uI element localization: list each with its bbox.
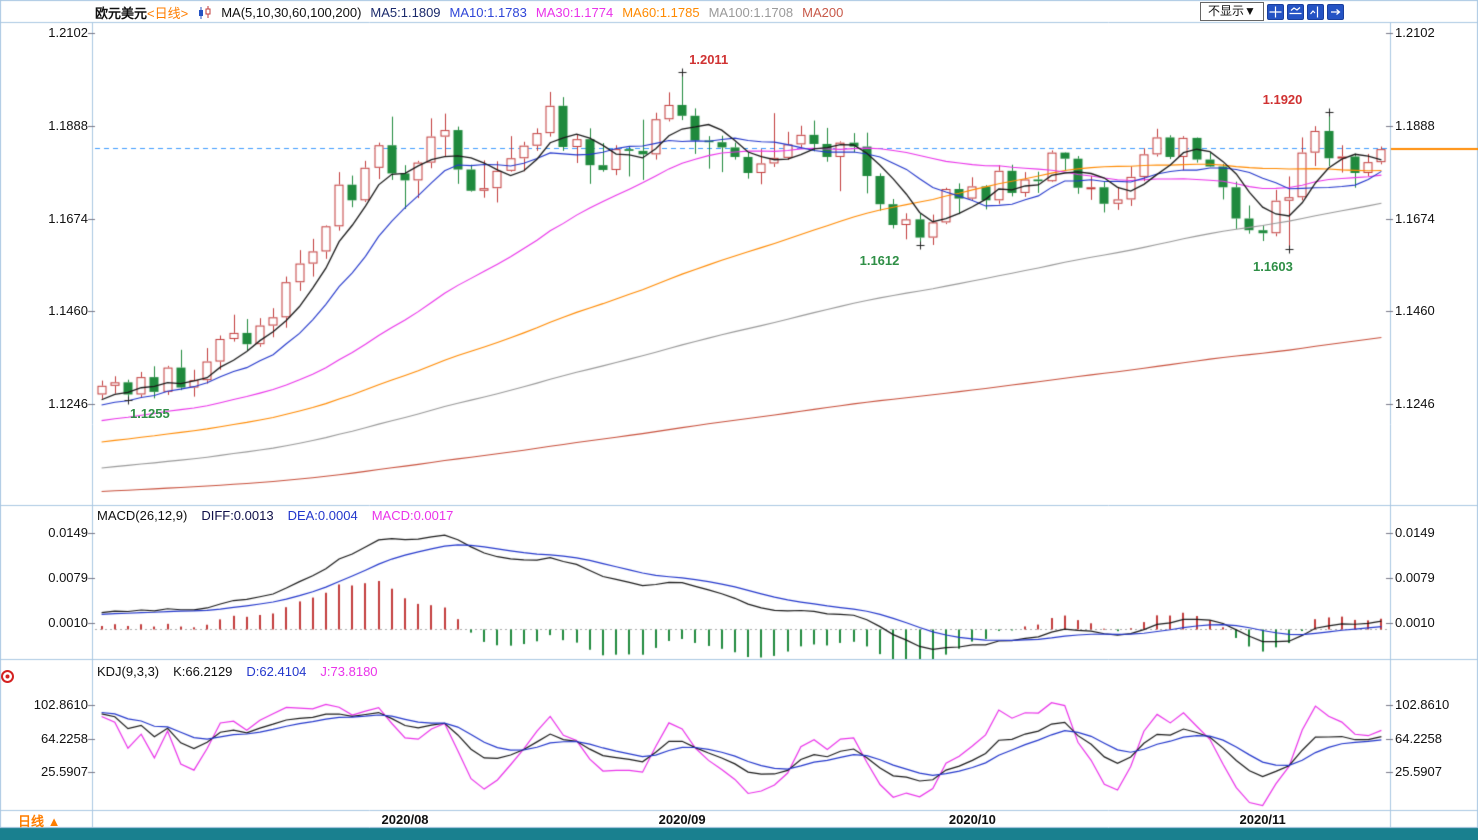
ma10-value: MA10:1.1783 — [449, 5, 527, 20]
date-label: 2020/09 — [658, 812, 706, 827]
macd-axis-label: 0.0149 — [1395, 525, 1435, 540]
price-axis-label: 1.1674 — [1395, 210, 1435, 226]
price-annotation: 1.1603 — [1253, 259, 1293, 275]
split-vertical-icon[interactable] — [1306, 3, 1324, 20]
price-annotation: 1.1920 — [1262, 91, 1303, 107]
date-label: 2020/10 — [948, 812, 996, 827]
price-axis-label: 1.1246 — [1395, 396, 1435, 411]
target-icon[interactable] — [0, 669, 15, 684]
price-axis-label: 1.1246 — [48, 396, 88, 411]
date-label: 2020/08 — [381, 812, 429, 827]
kdj-title: KDJ(9,3,3) — [97, 664, 160, 679]
ma100-value: MA100:1.1708 — [708, 5, 794, 20]
macd-axis-label: 0.0149 — [48, 525, 88, 540]
kdj-d-value: D:62.4104 — [246, 664, 307, 679]
date-label: 2020/11 — [1239, 812, 1286, 827]
price-axis-label: 1.1460 — [1395, 303, 1435, 319]
price-annotation: 1.2011 — [689, 52, 729, 68]
macd-axis-label: 0.0010 — [1395, 615, 1435, 630]
macd-axis-label: 0.0079 — [1395, 570, 1435, 586]
price-axis-label: 1.2102 — [48, 25, 88, 40]
macd-axis-label: 0.0010 — [48, 615, 88, 630]
symbol-name: 欧元美元 — [95, 6, 148, 21]
macd-title: MACD(26,12,9) — [97, 508, 188, 523]
grid-panes-icon[interactable] — [1266, 3, 1284, 20]
expand-right-icon[interactable] — [1326, 3, 1344, 20]
candlestick-icon — [197, 5, 212, 20]
ma5-value: MA5:1.1809 — [370, 5, 441, 20]
split-horizontal-icon[interactable] — [1286, 3, 1304, 20]
price-axis-label: 1.2102 — [1395, 25, 1435, 40]
kdj-j-value: J:73.8180 — [320, 664, 378, 679]
ma-settings-label: MA(5,10,30,60,100,200) — [221, 5, 362, 20]
price-annotation: 1.1612 — [859, 253, 900, 269]
overlay-display-dropdown[interactable]: 不显示▼ — [1200, 2, 1264, 21]
timeframe-label[interactable]: 日线 ▲ — [18, 814, 61, 829]
symbol-group: 欧元美元 <日线> — [95, 3, 188, 22]
kdj-panel-header: KDJ(9,3,3) K:66.2129 D:62.4104 J:73.8180 — [97, 664, 378, 679]
kdj-axis-label: 64.2258 — [41, 730, 88, 746]
ma60-value: MA60:1.1785 — [622, 5, 700, 20]
price-axis-label: 1.1888 — [48, 117, 88, 133]
price-axis-label: 1.1674 — [48, 210, 88, 226]
macd-panel-header: MACD(26,12,9) DIFF:0.0013 DEA:0.0004 MAC… — [97, 508, 453, 523]
kdj-axis-label: 64.2258 — [1395, 730, 1442, 746]
price-annotation: 1.1255 — [129, 406, 170, 422]
ma30-value: MA30:1.1774 — [535, 5, 614, 20]
ma200-value: MA200 — [802, 5, 844, 20]
price-axis-label: 1.1460 — [48, 303, 88, 319]
kdj-axis-label: 102.8610 — [33, 697, 88, 712]
period-tag: <日线> — [147, 6, 189, 21]
macd-macd-value: MACD:0.0017 — [371, 508, 454, 523]
macd-dea-value: DEA:0.0004 — [287, 508, 358, 523]
macd-diff-value: DIFF:0.0013 — [201, 508, 274, 523]
kdj-axis-label: 25.5907 — [1395, 764, 1442, 779]
kdj-axis-label: 25.5907 — [41, 764, 88, 779]
kdj-axis-label: 102.8610 — [1395, 697, 1450, 712]
header-toolbar: 不显示▼ — [1200, 2, 1344, 21]
kdj-k-value: K:66.2129 — [173, 664, 233, 679]
price-axis-label: 1.1888 — [1395, 117, 1435, 133]
macd-axis-label: 0.0079 — [48, 570, 88, 586]
chart-header: 欧元美元 <日线> MA(5,10,30,60,100,200) MA5:1.1… — [95, 3, 843, 22]
